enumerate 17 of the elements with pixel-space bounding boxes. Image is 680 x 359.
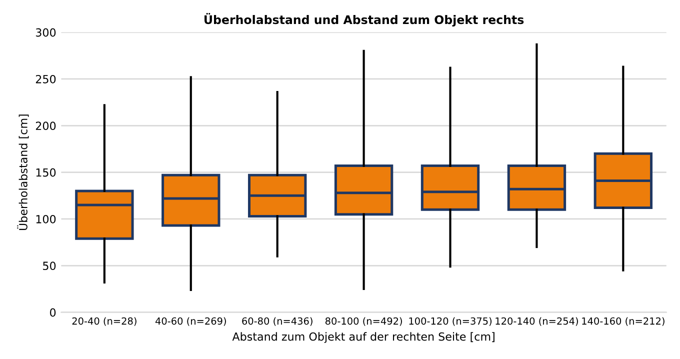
x-tick-label: 120-140 (n=254) bbox=[496, 317, 578, 326]
x-tick-label: 20-40 (n=28) bbox=[72, 317, 136, 326]
x-tick-label: 40-60 (n=269) bbox=[155, 317, 226, 326]
x-tick-label: 80-100 (n=492) bbox=[325, 317, 402, 326]
y-tick-label: 100 bbox=[36, 214, 56, 224]
y-tick-label: 300 bbox=[36, 28, 56, 37]
y-tick-label: 150 bbox=[36, 168, 56, 177]
x-tick-label: 100-120 (n=375) bbox=[409, 317, 492, 326]
x-tick-label: 140-160 (n=212) bbox=[582, 317, 664, 326]
chart-title: Überholabstand und Abstand zum Objekt rechts bbox=[204, 13, 524, 27]
x-axis-title: Abstand zum Objekt auf der rechten Seite [cm] bbox=[232, 332, 494, 343]
y-tick-label: 0 bbox=[50, 308, 56, 317]
y-axis-title: Überholabstand [cm] bbox=[17, 114, 29, 230]
y-tick-label: 50 bbox=[43, 262, 56, 270]
y-tick-label: 250 bbox=[36, 74, 56, 84]
x-tick-label: 60-80 (n=436) bbox=[242, 317, 312, 326]
y-tick-label: 200 bbox=[36, 122, 56, 130]
